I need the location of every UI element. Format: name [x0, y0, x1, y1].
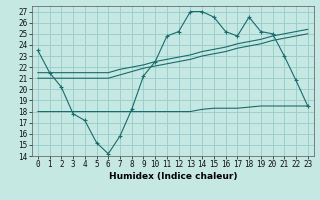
X-axis label: Humidex (Indice chaleur): Humidex (Indice chaleur) [108, 172, 237, 181]
